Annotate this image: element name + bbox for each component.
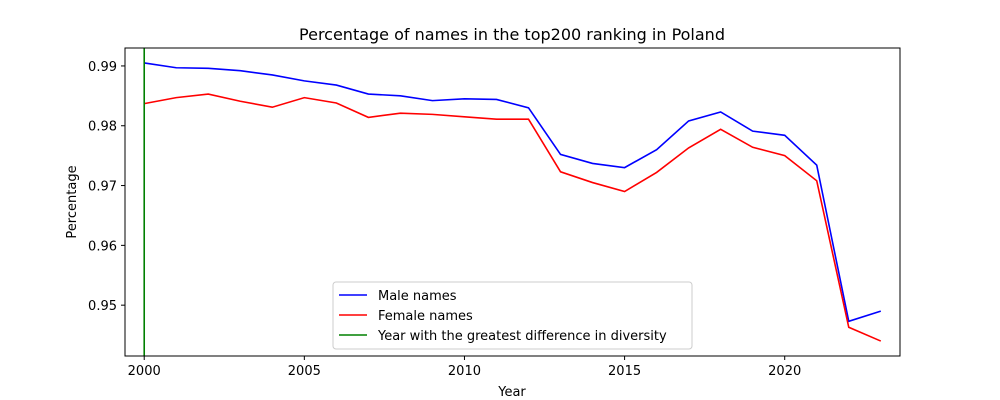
chart-title: Percentage of names in the top200 rankin… bbox=[299, 25, 725, 44]
plot-area bbox=[143, 48, 882, 356]
x-axis: 2000 2005 2010 2015 2020 bbox=[128, 356, 801, 379]
y-axis-label: Percentage bbox=[65, 165, 80, 238]
legend-label: Female names bbox=[378, 309, 473, 324]
y-tick-label: 0.96 bbox=[88, 239, 117, 254]
legend-label: Male names bbox=[378, 289, 457, 304]
x-tick-label: 2020 bbox=[768, 364, 801, 379]
legend: Male names Female names Year with the grea… bbox=[332, 281, 693, 350]
legend-box bbox=[332, 281, 693, 350]
x-tick-label: 2005 bbox=[288, 364, 321, 379]
x-axis-label: Year bbox=[497, 385, 526, 400]
legend-entry-female: Female names bbox=[339, 309, 473, 324]
series-line-male bbox=[144, 62, 882, 323]
y-tick-label: 0.97 bbox=[88, 180, 117, 195]
x-tick-label: 2000 bbox=[128, 364, 161, 379]
x-tick-label: 2010 bbox=[448, 364, 481, 379]
series-line-female bbox=[144, 93, 882, 342]
y-axis: 0.95 0.96 0.97 0.98 0.99 bbox=[88, 60, 125, 314]
y-tick-label: 0.95 bbox=[88, 299, 117, 314]
legend-entry-male: Male names bbox=[339, 289, 457, 304]
x-tick-label: 2015 bbox=[608, 364, 641, 379]
y-tick-label: 0.99 bbox=[88, 60, 117, 75]
y-tick-label: 0.98 bbox=[88, 120, 117, 135]
legend-entry-greatest-difference: Year with the greatest difference in div… bbox=[339, 329, 667, 344]
legend-label: Year with the greatest difference in div… bbox=[377, 329, 667, 344]
axes-frame bbox=[124, 47, 901, 357]
